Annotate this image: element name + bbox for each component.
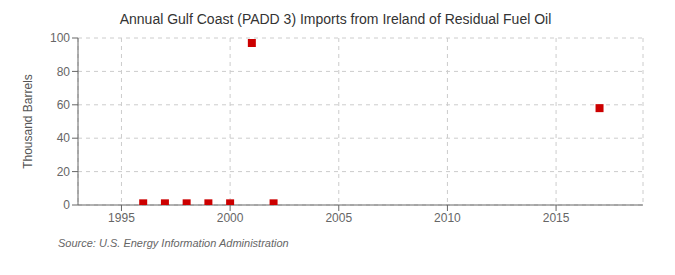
svg-text:100: 100 [50,31,70,45]
svg-text:2015: 2015 [543,211,570,225]
svg-text:20: 20 [57,165,71,179]
svg-text:Thousand Barrels: Thousand Barrels [21,74,35,169]
svg-text:2000: 2000 [217,211,244,225]
html-text:Source: U.S. Energy Informatio: Source: U.S. Energy Information Administ… [58,237,289,249]
svg-text:40: 40 [57,131,71,145]
html-text:Annual Gulf Coast (PADD 3) Imp: Annual Gulf Coast (PADD 3) Imports from … [119,11,552,27]
svg-text:0: 0 [63,198,70,212]
svg-text:1995: 1995 [108,211,135,225]
svg-text:2005: 2005 [325,211,352,225]
svg-text:2010: 2010 [434,211,461,225]
svg-text:60: 60 [57,98,71,112]
svg-text:80: 80 [57,65,71,79]
